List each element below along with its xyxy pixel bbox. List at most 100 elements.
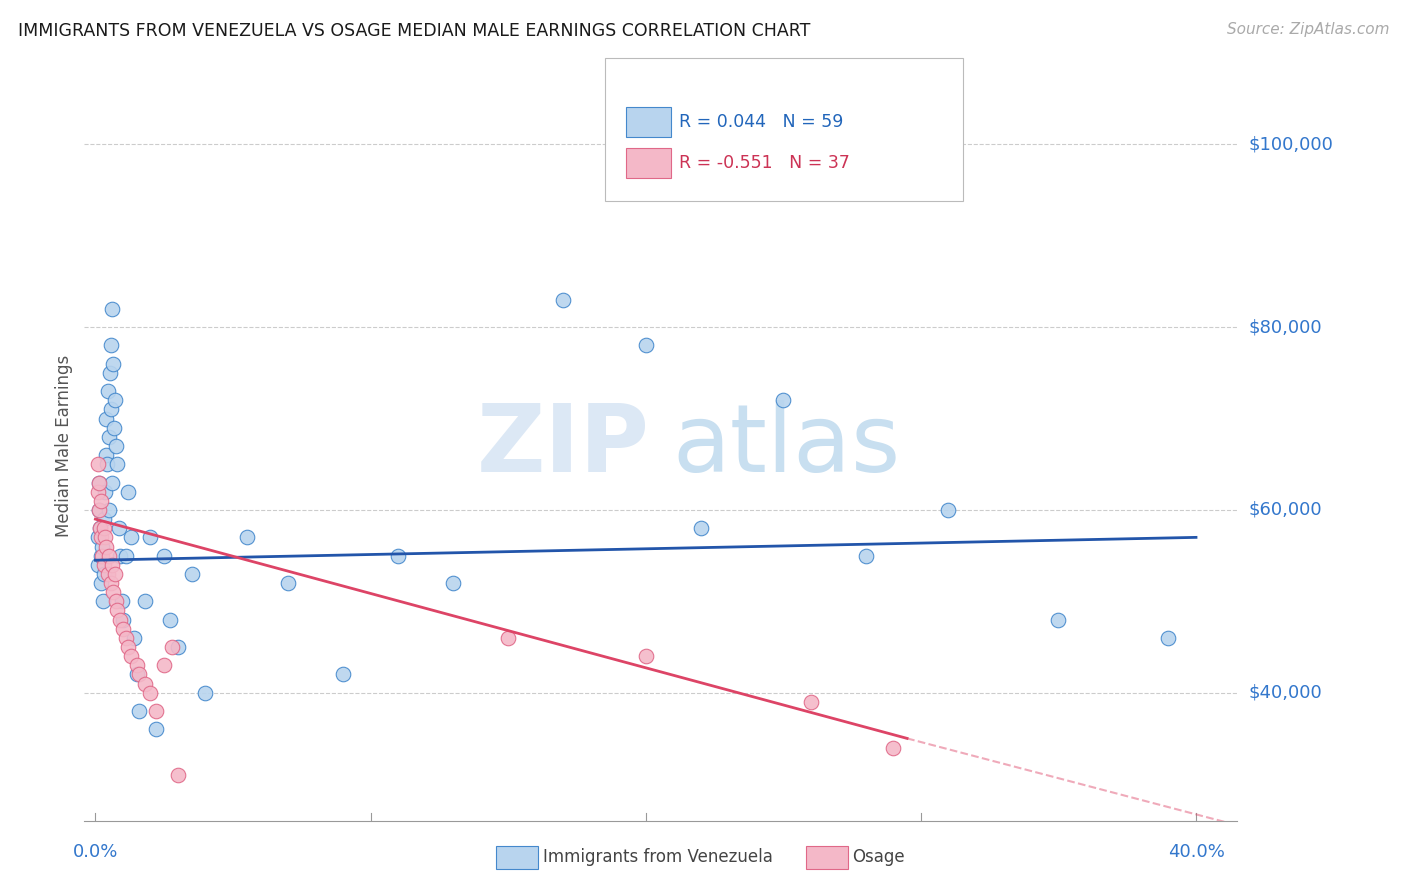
Point [128, 704, 150, 718]
Point [634, 649, 657, 664]
Point [90, 493, 112, 508]
Point [1047, 613, 1070, 627]
Point [100, 338, 122, 352]
Point [98, 503, 121, 517]
Point [114, 549, 136, 563]
Point [86, 484, 108, 499]
Point [90, 549, 112, 563]
Point [553, 293, 575, 307]
Point [120, 530, 142, 544]
Point [97, 384, 120, 399]
Point [110, 594, 132, 608]
Text: Osage: Osage [852, 848, 904, 866]
Point [96, 457, 118, 471]
Point [89, 521, 111, 535]
Point [114, 631, 136, 645]
Point [235, 530, 257, 544]
Point [104, 393, 127, 408]
Point [103, 357, 125, 371]
Point [97, 430, 120, 444]
Point [139, 530, 162, 544]
Text: Immigrants from Venezuela: Immigrants from Venezuela [543, 848, 772, 866]
Point [93, 521, 115, 535]
Text: atlas: atlas [672, 400, 901, 492]
Point [101, 558, 124, 572]
Text: 0.0%: 0.0% [73, 844, 118, 862]
Point [105, 457, 128, 471]
Point [496, 631, 519, 645]
Text: ZIP: ZIP [477, 400, 650, 492]
Point [167, 640, 190, 654]
Point [855, 549, 877, 563]
Point [125, 667, 148, 681]
Point [108, 613, 131, 627]
Point [162, 640, 184, 654]
Point [90, 530, 112, 544]
Point [89, 475, 111, 490]
Text: $80,000: $80,000 [1249, 318, 1322, 336]
Text: $40,000: $40,000 [1249, 683, 1322, 702]
Text: 40.0%: 40.0% [1167, 844, 1225, 862]
Point [94, 530, 117, 544]
Y-axis label: Median Male Earnings: Median Male Earnings [55, 355, 73, 537]
Point [94, 484, 117, 499]
Point [441, 576, 464, 591]
Point [332, 667, 354, 681]
Point [98, 549, 121, 563]
Point [98, 366, 121, 380]
Text: Source: ZipAtlas.com: Source: ZipAtlas.com [1226, 22, 1389, 37]
Point [107, 521, 129, 535]
Point [108, 549, 131, 563]
Point [105, 594, 128, 608]
Point [117, 484, 139, 499]
Text: $100,000: $100,000 [1249, 136, 1333, 153]
Point [87, 530, 110, 544]
Point [105, 439, 128, 453]
Point [97, 566, 120, 581]
Point [111, 613, 134, 627]
Point [689, 521, 711, 535]
Point [86, 558, 108, 572]
Point [387, 549, 409, 563]
Point [87, 457, 110, 471]
Point [93, 566, 115, 581]
Point [153, 549, 176, 563]
Point [101, 301, 124, 316]
Point [104, 566, 127, 581]
Point [93, 512, 115, 526]
Point [122, 631, 145, 645]
Point [159, 613, 181, 627]
Point [800, 695, 823, 709]
Point [87, 503, 110, 517]
Point [134, 594, 156, 608]
Point [101, 475, 124, 490]
Point [100, 576, 122, 591]
Point [120, 649, 142, 664]
Point [105, 603, 128, 617]
Point [128, 667, 150, 681]
Point [93, 558, 115, 572]
Text: $60,000: $60,000 [1249, 501, 1322, 519]
Point [145, 704, 167, 718]
Point [89, 475, 111, 490]
Point [90, 576, 112, 591]
Point [134, 676, 156, 690]
Point [103, 421, 125, 435]
Text: R = -0.551   N = 37: R = -0.551 N = 37 [679, 154, 851, 172]
Point [1157, 631, 1180, 645]
Point [139, 686, 162, 700]
Point [882, 740, 904, 755]
Point [117, 640, 139, 654]
Point [125, 658, 148, 673]
Point [96, 411, 118, 425]
Point [153, 658, 176, 673]
Point [194, 686, 217, 700]
Point [89, 521, 111, 535]
Point [96, 540, 118, 554]
Point [277, 576, 299, 591]
Point [87, 503, 110, 517]
Point [772, 393, 794, 408]
Point [167, 768, 190, 782]
Point [91, 594, 114, 608]
Text: R = 0.044   N = 59: R = 0.044 N = 59 [679, 113, 844, 131]
